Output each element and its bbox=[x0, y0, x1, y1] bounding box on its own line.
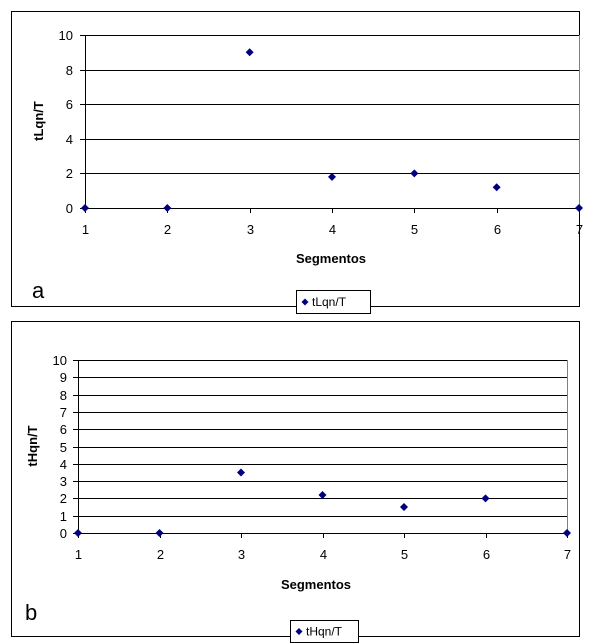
x-tick-label: 5 bbox=[401, 547, 408, 562]
legend-marker bbox=[295, 628, 303, 635]
y-tick-label: 9 bbox=[60, 370, 67, 385]
data-point bbox=[74, 529, 82, 537]
x-tick-label: 6 bbox=[494, 222, 501, 237]
panel-label: b bbox=[25, 600, 37, 625]
legend-label: tLqn/T bbox=[312, 295, 347, 309]
data-point bbox=[400, 503, 408, 512]
x-tick-label: 3 bbox=[247, 222, 254, 237]
x-tick-label: 4 bbox=[329, 222, 336, 237]
data-point bbox=[410, 169, 419, 178]
data-point bbox=[245, 48, 254, 57]
legend: tHqn/T bbox=[290, 620, 359, 643]
x-axis-title: Segmentos bbox=[281, 577, 351, 592]
y-tick-label: 8 bbox=[66, 63, 73, 78]
legend-box bbox=[296, 290, 371, 314]
y-tick-label: 1 bbox=[60, 509, 67, 524]
y-tick-label: 0 bbox=[60, 526, 67, 541]
data-point bbox=[563, 529, 571, 537]
x-tick-label: 4 bbox=[320, 547, 327, 562]
x-tick-label: 3 bbox=[238, 547, 245, 562]
x-tick-label: 1 bbox=[82, 222, 89, 237]
data-point bbox=[575, 204, 583, 212]
x-tick-label: 6 bbox=[483, 547, 490, 562]
y-tick-label: 0 bbox=[66, 201, 73, 216]
data-point bbox=[481, 494, 490, 503]
legend-label: tHqn/T bbox=[306, 625, 343, 639]
panel-label: a bbox=[32, 278, 45, 303]
y-tick-label: 4 bbox=[60, 457, 67, 472]
x-tick-label: 7 bbox=[576, 222, 583, 237]
y-tick-label: 2 bbox=[66, 166, 73, 181]
data-point bbox=[328, 172, 336, 181]
x-tick-label: 2 bbox=[157, 547, 164, 562]
x-axis-title: Segmentos bbox=[296, 251, 366, 266]
legend: tLqn/T bbox=[296, 290, 371, 314]
data-point bbox=[163, 204, 172, 212]
data-point bbox=[237, 468, 245, 477]
y-tick-label: 4 bbox=[66, 132, 73, 147]
legend-marker bbox=[301, 298, 309, 306]
y-axis-title: tHqn/T bbox=[25, 425, 40, 466]
y-tick-label: 6 bbox=[66, 97, 73, 112]
data-point bbox=[81, 204, 89, 212]
y-tick-label: 6 bbox=[60, 422, 67, 437]
x-tick-label: 7 bbox=[564, 547, 571, 562]
chart-frame bbox=[11, 11, 580, 307]
y-tick-label: 5 bbox=[60, 440, 67, 455]
y-tick-label: 10 bbox=[59, 28, 73, 43]
y-tick-label: 7 bbox=[60, 405, 67, 420]
y-tick-label: 10 bbox=[53, 353, 67, 368]
y-axis-title: tLqn/T bbox=[31, 101, 46, 141]
data-point bbox=[318, 490, 327, 499]
y-tick-label: 8 bbox=[60, 388, 67, 403]
data-point bbox=[155, 529, 164, 537]
y-tick-label: 3 bbox=[60, 474, 67, 489]
data-point bbox=[492, 183, 501, 192]
x-tick-label: 5 bbox=[411, 222, 418, 237]
y-tick-label: 2 bbox=[60, 491, 67, 506]
x-tick-label: 1 bbox=[75, 547, 82, 562]
x-tick-label: 2 bbox=[164, 222, 171, 237]
